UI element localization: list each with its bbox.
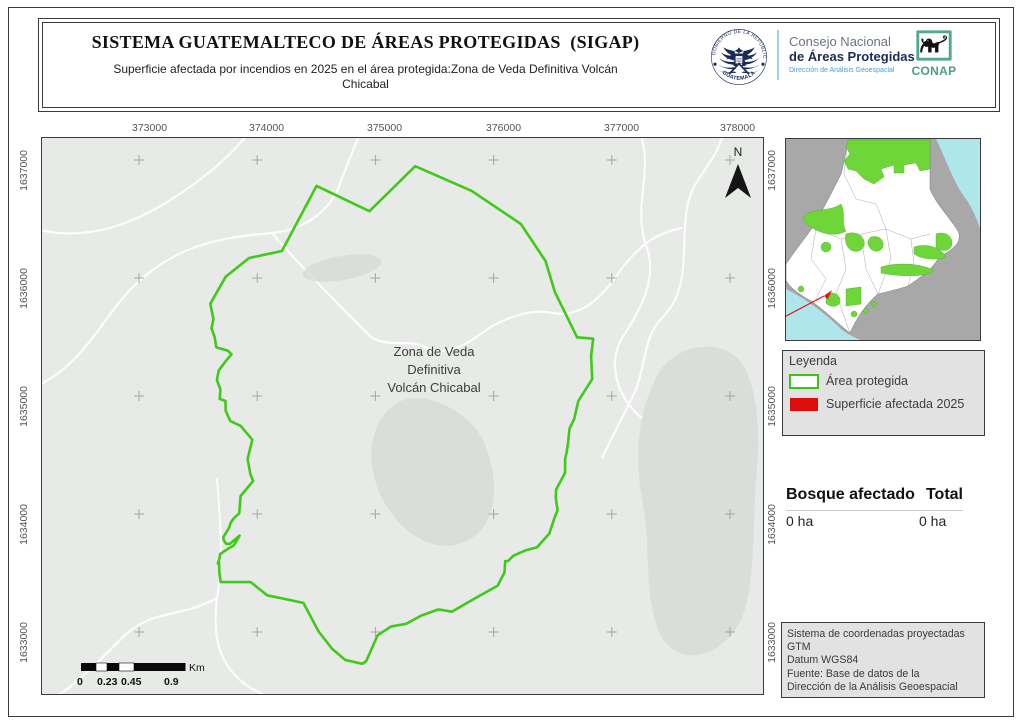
svg-text:0.9: 0.9 [164,676,179,688]
svg-text:Km: Km [189,662,205,674]
svg-text:GUATEMALA: GUATEMALA [721,70,757,82]
svg-text:Zona de Veda: Zona de Veda [394,344,476,359]
svg-text:0.45: 0.45 [121,676,142,688]
svg-text:Volcán Chicabal: Volcán Chicabal [387,380,480,395]
svg-text:0.23: 0.23 [97,676,118,688]
svg-text:0: 0 [77,676,83,688]
svg-text:Definitiva: Definitiva [407,362,461,377]
svg-text:N: N [734,145,743,159]
